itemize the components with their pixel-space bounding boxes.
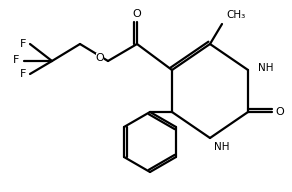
Text: CH₃: CH₃ xyxy=(226,10,245,20)
Text: F: F xyxy=(20,39,26,49)
Text: F: F xyxy=(13,55,19,65)
Text: O: O xyxy=(95,53,104,63)
Text: NH: NH xyxy=(258,63,274,73)
Text: O: O xyxy=(276,107,284,117)
Text: NH: NH xyxy=(214,142,230,152)
Text: F: F xyxy=(20,69,26,79)
Text: O: O xyxy=(133,9,141,19)
